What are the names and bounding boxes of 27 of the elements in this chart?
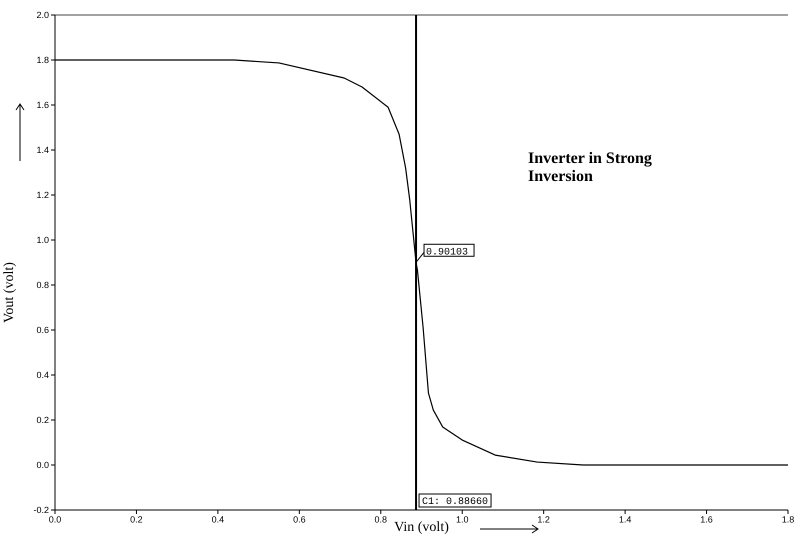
x-tick-label: 1.4 (618, 514, 632, 524)
y-tick-label: 1.6 (36, 100, 49, 110)
x-tick-label: 1.6 (700, 514, 713, 524)
y-tick-label: 0.6 (36, 325, 49, 336)
x-tick-label: 1.8 (782, 514, 794, 524)
y-tick-label: 0.8 (36, 280, 49, 290)
y-tick-label: 1.8 (36, 55, 49, 66)
annotation: Inverter in Strong Inversion (528, 150, 653, 186)
x-tick-label: 0.4 (212, 514, 224, 524)
y-tick-label: 0.2 (36, 415, 49, 426)
ref-line-label: C1: 0.88660 (422, 497, 488, 508)
x-tick-label: 0.0 (48, 514, 62, 524)
y-tick-label: -0.2 (33, 505, 49, 516)
y-tick-label: 0.0 (36, 460, 49, 470)
x-tick-label: 1.0 (456, 514, 468, 524)
y-tick-label: 1.2 (36, 190, 49, 200)
x-tick-label: 0.6 (293, 514, 306, 524)
x-axis-title: Vin (volt) (394, 520, 450, 535)
annotation: 0.90103 (426, 247, 468, 258)
y-tick-label: 1.0 (36, 235, 49, 246)
y-tick-label: 0.4 (36, 370, 49, 380)
y-axis-title: Vout (volt) (2, 262, 17, 323)
x-tick-label: 1.2 (537, 514, 550, 524)
y-tick-label: 2.0 (36, 10, 49, 20)
x-tick-label: 0.2 (130, 514, 143, 524)
x-tick-label: 0.8 (374, 514, 388, 524)
y-tick-label: 1.4 (36, 145, 49, 156)
